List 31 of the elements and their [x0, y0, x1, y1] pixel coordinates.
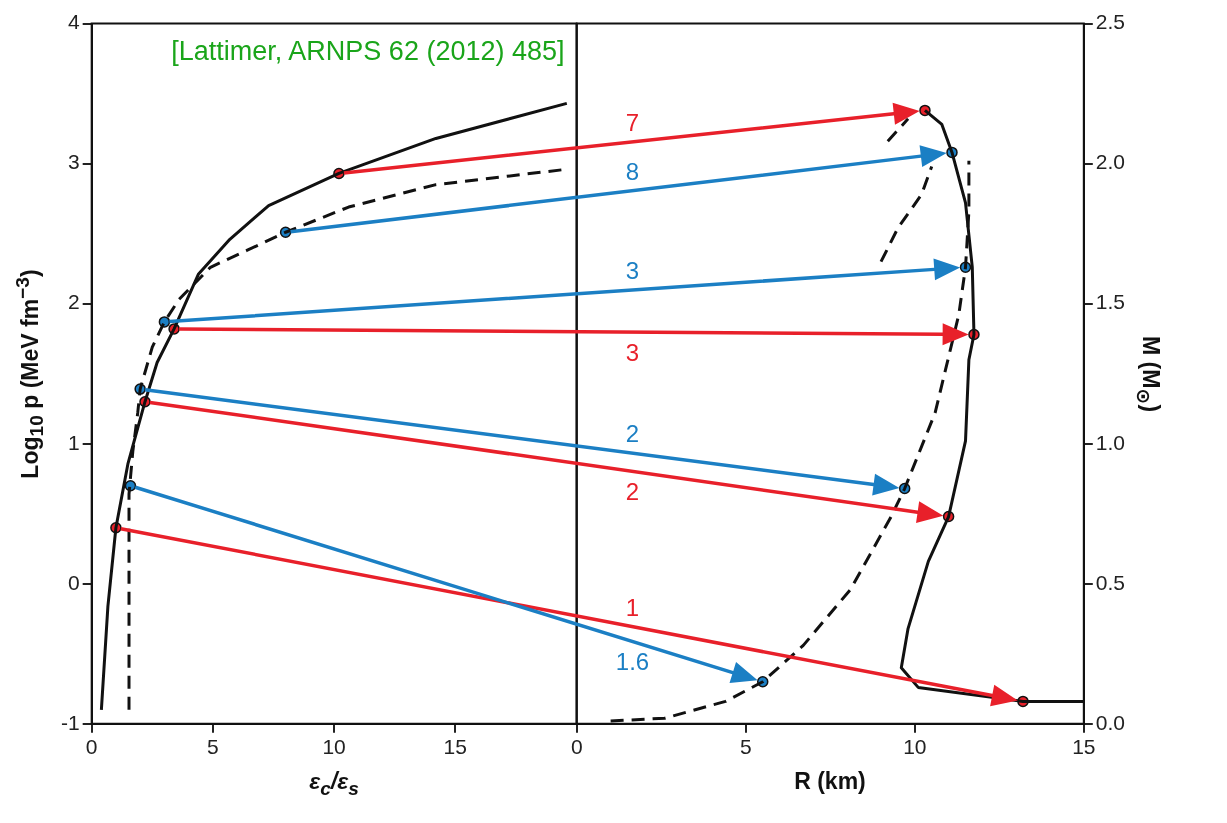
y-tick-label: 2.0 [1095, 150, 1125, 174]
annotation: 3 [625, 256, 640, 284]
y-tick-label: 0.0 [1095, 710, 1125, 734]
y-tick-label: -1 [60, 710, 80, 734]
y-tick-label: 1.5 [1095, 290, 1125, 314]
annotation: [Lattimer, ARNPS 62 (2012) 485] [171, 35, 565, 66]
y-tick-label: 2.5 [1095, 10, 1125, 34]
y-tick-label: 4 [67, 10, 80, 34]
y-tick-label: 2 [67, 290, 80, 314]
y-tick-label: 1 [67, 430, 80, 454]
annotation: 8 [625, 157, 640, 185]
x-axis-title: R (km) [794, 768, 866, 795]
x-tick-label: 15 [1071, 735, 1096, 759]
x-axis-title: ε$_{c}$/ε$_{s}$ [309, 768, 359, 800]
x-tick-label: 10 [322, 735, 346, 759]
y-tick-label: 1.0 [1095, 430, 1125, 454]
x-tick-label: 5 [739, 735, 752, 759]
y-tick-label: 0.5 [1095, 570, 1125, 594]
annotation: 7 [625, 108, 640, 136]
y-tick-label: 0 [67, 570, 80, 594]
annotation: 1 [625, 593, 640, 621]
x-tick-label: 10 [902, 735, 927, 759]
y-tick-label: 3 [67, 150, 80, 174]
x-tick-label: 0 [85, 735, 98, 759]
annotation: 2 [625, 478, 640, 506]
annotation: 3 [625, 339, 640, 367]
x-tick-label: 15 [443, 735, 467, 759]
annotation: 2 [625, 420, 640, 448]
x-tick-label: 5 [207, 735, 219, 759]
annotation: 1.6 [615, 648, 650, 676]
x-tick-label: 0 [570, 735, 583, 759]
